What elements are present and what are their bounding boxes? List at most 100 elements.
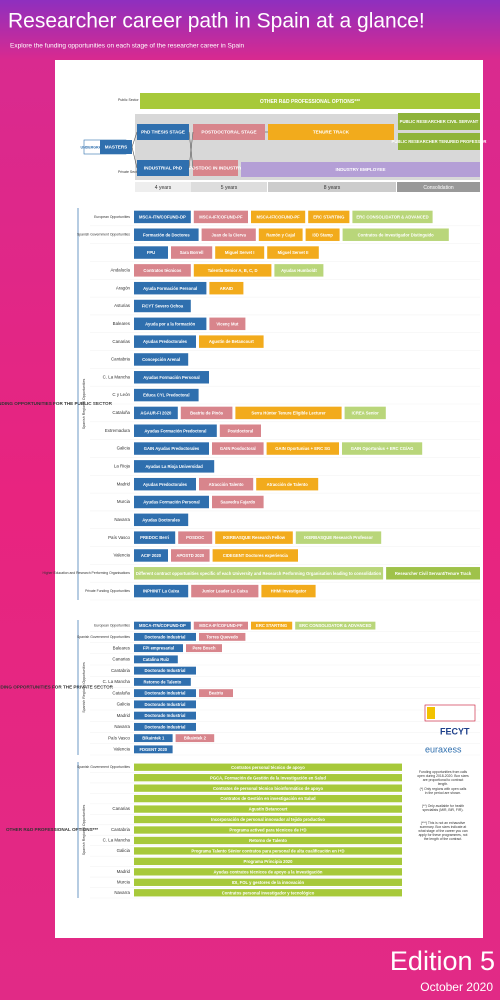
funding-box-label: Formación de Doctores — [143, 232, 190, 237]
funding-box — [256, 477, 319, 491]
note: (**) Only available for health specialist… — [422, 804, 464, 812]
funding-box-label: Agustín de Betancourt — [209, 339, 255, 344]
row-label: Madrid — [117, 481, 131, 486]
postdoc-industry-label: POSTDOC IN INDUSTRY — [189, 166, 242, 171]
row-label: Galicia — [117, 702, 131, 707]
section-subtitle: Spanish Regional Opportunities — [82, 379, 86, 430]
row-label: Cantabria — [111, 668, 131, 673]
funding-box — [134, 460, 215, 473]
funding-box — [134, 371, 209, 384]
timeline-label: 8 years — [324, 185, 341, 191]
funding-box — [134, 442, 209, 455]
funding-box — [134, 281, 207, 295]
funding-box-label: Catalina Ruiz — [143, 657, 169, 662]
funding-box — [171, 549, 210, 562]
timeline-band — [135, 182, 191, 192]
funding-box-label: Miguel Servet I — [225, 250, 255, 255]
funding-box — [134, 805, 402, 813]
row-label: European Opportunities — [94, 215, 130, 219]
tenure-label: TENURE TRACK — [313, 130, 350, 135]
row-label: Spanish Government Opportunities — [77, 233, 130, 237]
funding-box-label: Ayudas Humboldt — [281, 268, 317, 273]
funding-box — [134, 655, 178, 664]
funding-box — [295, 621, 376, 630]
phd-label: PhD THESIS STAGE — [141, 130, 185, 135]
timeline-band — [397, 182, 480, 192]
funding-box-label: HHMI Investigator — [271, 589, 307, 594]
funding-box — [212, 495, 264, 509]
funding-box — [191, 584, 259, 598]
funding-box-label: ERC STARTING — [313, 215, 344, 220]
funding-box-label: Researcher Civil Servant/Tenure Track — [395, 571, 472, 576]
funding-box — [134, 722, 196, 731]
private-sector: Private Sector — [118, 170, 141, 174]
row-label: European Opportunities — [94, 624, 130, 628]
row-label: Cataluña — [112, 690, 130, 695]
other-rd — [140, 93, 480, 109]
funding-box — [212, 549, 298, 562]
timeline-label: 4 years — [155, 185, 172, 191]
funding-box — [134, 317, 207, 331]
funding-box — [235, 406, 342, 420]
funding-box-label: ICREA Senior — [352, 411, 379, 416]
funding-box — [134, 857, 402, 866]
funding-box-label: PGCA, Formación de Gestión de la investi… — [210, 775, 326, 780]
funding-box-label: Ayudas Formación Personal — [143, 375, 199, 380]
funding-box-label: Atracción Talento — [209, 482, 244, 487]
timeline-label: Consolidation — [423, 185, 454, 191]
funding-box-label: Ramón y Cajal — [266, 232, 295, 237]
row-label: Cataluña — [112, 410, 130, 415]
funding-box-label: I3D Stamp — [312, 232, 333, 237]
logo-gov-flag — [427, 707, 435, 719]
funding-box-label: Doctorado Industrial — [145, 713, 186, 718]
industry-label: INDUSTRY EMPLOYEE — [335, 167, 385, 172]
tenured — [398, 133, 480, 150]
arrow — [188, 131, 194, 169]
funding-box — [344, 406, 386, 420]
public-sector: Public Sector — [118, 98, 139, 102]
funding-box — [134, 477, 196, 491]
row-label: Navarra — [114, 517, 130, 522]
logo-fecyt: FECYT — [440, 726, 470, 736]
funding-box — [134, 734, 173, 743]
funding-box — [274, 264, 324, 277]
row-label: Navarra — [114, 890, 130, 895]
funding-box — [219, 424, 261, 437]
subtitle: Explore the funding opportunities on eac… — [10, 43, 245, 50]
row-label: Navarra — [114, 724, 130, 729]
funding-box — [342, 228, 449, 241]
masters — [100, 140, 132, 154]
postdoc-industry — [193, 160, 238, 176]
funding-box-label: Ayuda por a la formación — [145, 321, 196, 326]
row-label: C. La Mancha — [103, 374, 131, 379]
row-label: Canarias — [112, 806, 130, 811]
funding-box-label: Contratos de Gestión en investigación en… — [220, 796, 316, 801]
funding-box — [134, 621, 191, 630]
funding-box-label: Contratos de Investigador Distinguido — [358, 232, 435, 237]
funding-box-label: CIDEGENT Doctores experiencia — [223, 553, 289, 558]
funding-box-label: INPHINIT La Caixa — [143, 589, 180, 594]
funding-box — [199, 477, 254, 491]
postdoc — [193, 124, 265, 140]
funding-box-label: Ayudas Formación Predoctoral — [144, 428, 206, 433]
funding-box-label: Contratos personal técnico de apoyo — [231, 765, 305, 770]
row-label: Galicia — [117, 848, 131, 853]
funding-box-label: MSCA-IF/COFUND-PF — [256, 215, 300, 220]
row-label: Extremadura — [105, 428, 131, 433]
funding-box-label: Ayudas Formación Personal — [143, 500, 199, 505]
row-label: Spanish Government Opportunities — [77, 765, 130, 769]
funding-box — [134, 264, 191, 277]
note: (*) Only regions with open calls in the p… — [420, 787, 467, 795]
funding-box-label: Doctorado Industrial — [145, 702, 186, 707]
logo-euraxess: euraxess — [425, 744, 462, 754]
funding-box-label: Bikaintek 2 — [184, 736, 207, 741]
funding-box — [171, 246, 213, 259]
row-label: C. La Mancha — [103, 679, 131, 684]
funding-box-label: Talentia Senior A, B, C, D — [208, 268, 258, 273]
funding-box — [134, 228, 199, 241]
funding-box-label: Doctorado Industrial — [145, 668, 186, 673]
funding-box-label: Programa Principia 2020 — [244, 859, 294, 864]
funding-box-label: Pere Bosch — [192, 646, 215, 651]
funding-box-label: ARAID — [220, 286, 233, 291]
